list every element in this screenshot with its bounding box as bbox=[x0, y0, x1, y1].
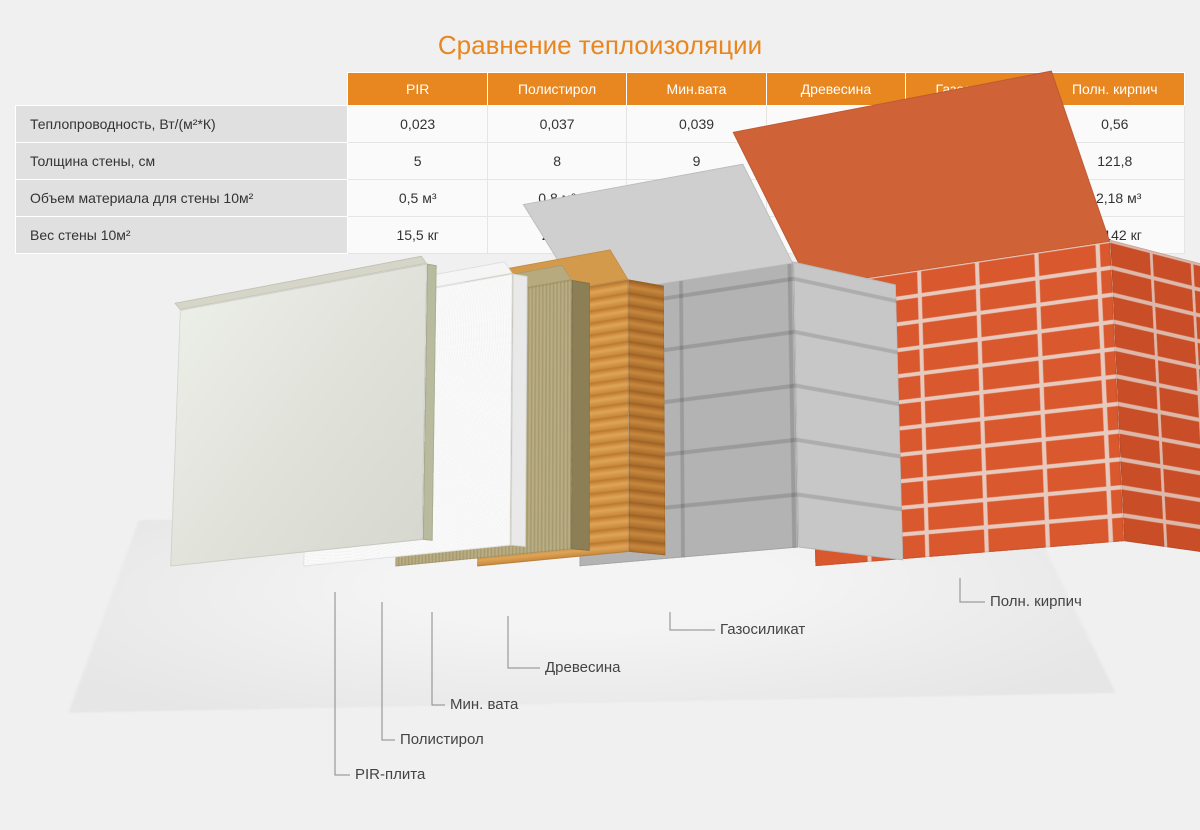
cell: 8 bbox=[487, 143, 626, 180]
row-label: Объем материала для стены 10м² bbox=[16, 180, 348, 217]
cell: 0,037 bbox=[487, 106, 626, 143]
table-corner bbox=[16, 73, 348, 106]
row-label: Толщина стены, см bbox=[16, 143, 348, 180]
page-title: Сравнение теплоизоляции bbox=[0, 30, 1200, 61]
col-pir: PIR bbox=[348, 73, 487, 106]
cell: 15,5 кг bbox=[348, 217, 487, 254]
cell: 5 bbox=[348, 143, 487, 180]
col-wood: Древесина bbox=[766, 73, 905, 106]
cell: 0,5 м³ bbox=[348, 180, 487, 217]
materials-illustration bbox=[50, 280, 1150, 800]
cell: 0,023 bbox=[348, 106, 487, 143]
col-brick: Полн. кирпич bbox=[1045, 73, 1184, 106]
col-wool: Мин.вата bbox=[627, 73, 766, 106]
row-label: Теплопроводность, Вт/(м²*К) bbox=[16, 106, 348, 143]
row-label: Вес стены 10м² bbox=[16, 217, 348, 254]
col-poly: Полистирол bbox=[487, 73, 626, 106]
